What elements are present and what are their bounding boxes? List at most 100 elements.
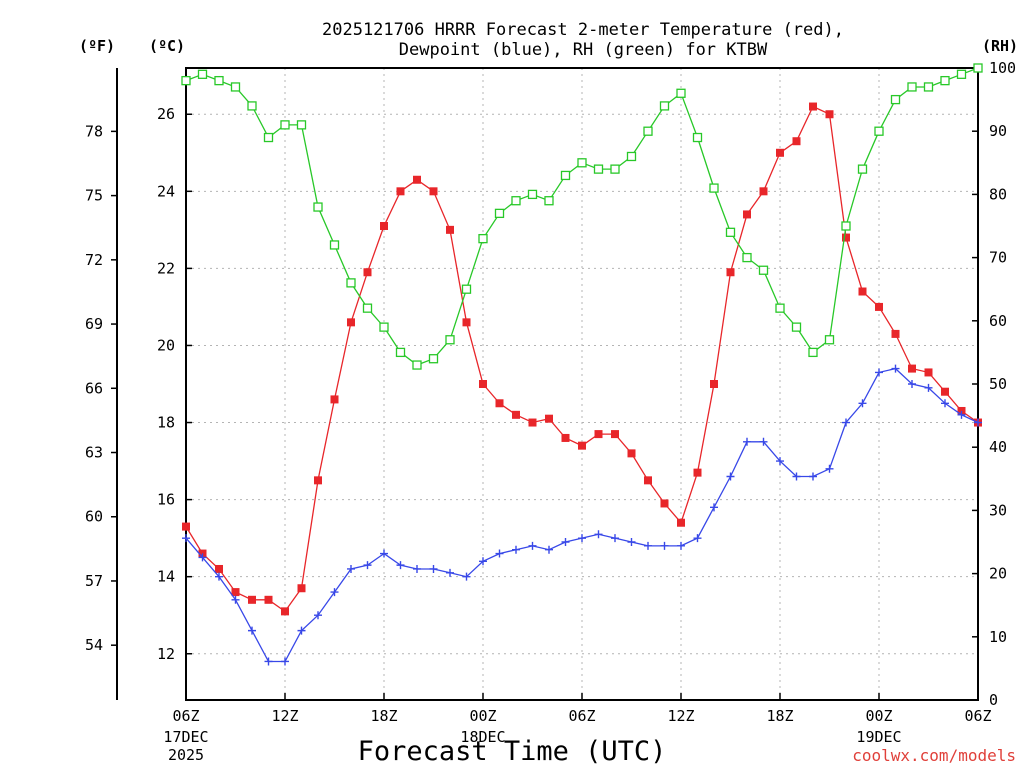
rh-tick-label: 20	[989, 565, 1007, 583]
data-point	[973, 63, 983, 73]
chart-title-line-1: 2025121706 HRRR Forecast 2-meter Tempera…	[322, 20, 844, 40]
data-point	[857, 164, 868, 174]
data-point	[677, 541, 685, 550]
data-point	[380, 549, 388, 558]
fahrenheit-tick-label: 78	[85, 122, 103, 140]
data-point	[512, 545, 520, 554]
data-point	[561, 538, 570, 546]
data-point	[264, 657, 273, 666]
x-tick-label: 12Z	[271, 707, 298, 725]
data-point	[792, 472, 801, 481]
rh-tick-label: 10	[989, 628, 1007, 646]
data-point	[957, 410, 966, 419]
data-point	[875, 302, 883, 311]
data-point	[776, 457, 784, 466]
data-point	[956, 69, 967, 79]
data-point	[446, 225, 454, 234]
gridlines	[186, 68, 978, 700]
data-point	[248, 626, 256, 635]
x-tick-date-label: 19DEC	[856, 728, 901, 746]
celsius-unit-label: (ºC)	[149, 37, 185, 55]
data-point	[560, 170, 571, 181]
data-point	[330, 395, 339, 404]
data-point	[742, 252, 752, 263]
data-point	[908, 364, 916, 373]
data-point	[362, 303, 373, 313]
series-line	[185, 367, 979, 663]
data-point	[413, 175, 421, 184]
data-point	[263, 132, 274, 143]
rh-tick-label: 40	[989, 438, 1007, 456]
tick-labels: 54 57 60 63 66 69 72 75 78 12 14 16 18 20 22 24 26 0 10 20 3…	[85, 59, 1016, 764]
rh-tick-label: 70	[989, 249, 1007, 267]
data-point	[264, 595, 273, 604]
data-point	[527, 189, 538, 200]
data-point	[924, 368, 933, 377]
x-tick-label: 12Z	[667, 707, 694, 725]
data-point	[875, 368, 883, 377]
data-point	[676, 88, 686, 98]
data-point	[330, 588, 339, 597]
data-point	[297, 626, 306, 635]
data-point	[511, 196, 521, 206]
data-point	[347, 564, 355, 573]
data-point	[346, 278, 356, 288]
data-point	[545, 545, 553, 554]
fahrenheit-tick-label: 57	[85, 572, 103, 590]
data-point	[924, 383, 933, 392]
celsius-tick-label: 22	[157, 259, 175, 277]
data-point	[792, 137, 801, 146]
axes	[111, 67, 979, 701]
fahrenheit-tick-label: 72	[85, 251, 103, 269]
data-point	[363, 268, 372, 277]
data-point	[544, 196, 554, 206]
data-point	[842, 418, 850, 427]
data-point	[594, 530, 603, 539]
data-point	[314, 476, 322, 485]
data-point	[215, 572, 223, 581]
celsius-tick-label: 16	[157, 491, 175, 509]
data-point	[528, 418, 537, 427]
data-point	[809, 102, 817, 111]
x-tick-date-label: 18DEC	[460, 728, 505, 746]
data-point	[726, 472, 735, 481]
celsius-tick-label: 12	[157, 645, 175, 663]
data-point	[181, 75, 191, 86]
x-tick-year-label: 2025	[168, 746, 204, 764]
data-point	[660, 499, 669, 508]
data-point	[231, 595, 240, 604]
data-point	[709, 183, 719, 193]
data-point	[561, 433, 570, 442]
fahrenheit-tick-label: 75	[85, 187, 103, 205]
data-point	[296, 120, 307, 130]
data-point	[396, 561, 405, 570]
fahrenheit-tick-label: 66	[85, 379, 103, 397]
data-point	[379, 322, 389, 332]
rh-tick-label: 90	[989, 122, 1007, 140]
data-point	[791, 322, 802, 332]
fahrenheit-tick-label: 54	[85, 636, 103, 654]
data-point	[230, 82, 241, 92]
data-point	[182, 522, 190, 531]
data-point	[610, 164, 620, 174]
data-point	[446, 568, 454, 577]
data-point	[825, 110, 834, 119]
data-point	[726, 268, 735, 277]
data-point	[693, 534, 702, 543]
data-point	[248, 595, 256, 604]
data-point	[940, 75, 950, 86]
data-point	[182, 534, 190, 543]
x-tick-label: 18Z	[766, 707, 793, 725]
x-tick-label: 06Z	[172, 707, 199, 725]
data-point	[643, 126, 653, 136]
fahrenheit-tick-label: 69	[85, 315, 103, 333]
rh-tick-label: 80	[989, 185, 1007, 203]
data-point	[512, 410, 520, 419]
data-point	[627, 538, 636, 546]
celsius-tick-label: 18	[157, 414, 175, 432]
data-point	[775, 303, 785, 313]
data-point	[626, 151, 637, 162]
data-point	[809, 472, 817, 481]
data-point	[858, 399, 867, 408]
